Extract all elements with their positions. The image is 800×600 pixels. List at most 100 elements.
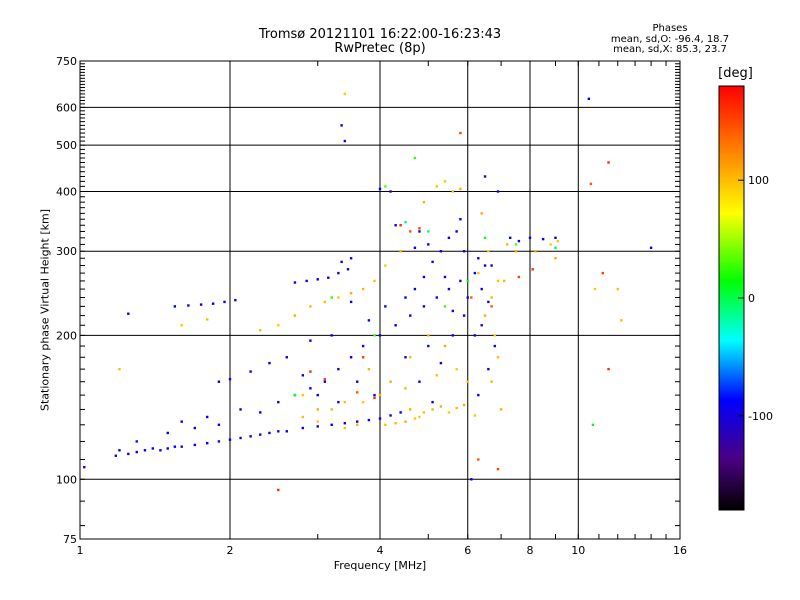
- x-axis-label: Frequency [MHz]: [333, 559, 427, 572]
- data-point: [228, 377, 232, 381]
- data-point: [455, 367, 458, 371]
- data-point: [127, 452, 130, 456]
- data-point: [462, 250, 466, 253]
- data-point: [378, 417, 382, 420]
- data-point: [459, 218, 462, 221]
- data-point: [490, 305, 493, 308]
- data-point: [316, 420, 319, 423]
- data-point: [451, 190, 455, 193]
- data-point: [435, 374, 438, 377]
- data-point: [389, 380, 392, 383]
- data-point: [451, 309, 455, 313]
- data-point: [316, 393, 319, 397]
- data-point: [431, 260, 434, 264]
- data-point: [199, 303, 203, 306]
- data-point: [496, 279, 500, 283]
- data-points: [83, 92, 653, 492]
- data-point: [451, 334, 455, 337]
- data-point: [249, 370, 252, 373]
- data-point: [205, 441, 209, 445]
- data-point: [355, 420, 359, 423]
- data-point: [316, 278, 319, 281]
- data-point: [384, 423, 387, 427]
- data-point: [620, 319, 623, 322]
- data-point: [343, 426, 347, 430]
- data-point: [384, 264, 387, 267]
- data-point: [114, 454, 118, 457]
- data-point: [466, 296, 469, 299]
- data-point: [343, 422, 347, 425]
- data-point: [443, 305, 447, 308]
- data-point: [323, 380, 327, 383]
- data-point: [418, 415, 421, 419]
- data-point: [180, 445, 183, 448]
- data-point: [173, 305, 177, 308]
- data-point: [607, 367, 610, 371]
- phase-legend-heading: Phases: [652, 23, 688, 34]
- data-point: [418, 380, 421, 383]
- data-point: [349, 292, 353, 295]
- data-point: [601, 271, 605, 275]
- data-point: [355, 380, 359, 383]
- data-point: [483, 236, 487, 240]
- colorbar-tick-label: 0: [748, 292, 755, 305]
- data-point: [499, 408, 503, 411]
- data-point: [173, 445, 177, 448]
- data-point: [259, 433, 262, 436]
- data-point: [490, 296, 493, 299]
- data-point: [554, 236, 557, 240]
- data-point: [455, 406, 458, 410]
- data-point: [649, 246, 653, 249]
- data-point: [301, 393, 305, 397]
- data-point: [217, 440, 221, 443]
- data-point: [205, 415, 209, 419]
- data-point: [330, 423, 333, 427]
- data-point: [404, 356, 407, 359]
- data-point: [228, 438, 232, 441]
- data-point: [413, 156, 417, 160]
- data-point: [394, 324, 397, 327]
- data-point: [473, 334, 477, 337]
- data-point: [508, 236, 512, 240]
- data-point: [316, 425, 319, 428]
- data-point: [477, 271, 480, 275]
- data-point: [490, 380, 493, 383]
- data-point: [259, 329, 262, 332]
- data-point: [556, 239, 560, 243]
- data-point: [384, 185, 387, 188]
- data-point: [517, 239, 521, 243]
- data-point: [399, 411, 402, 414]
- data-point: [373, 393, 376, 397]
- data-point: [205, 318, 209, 321]
- data-point: [355, 423, 359, 427]
- data-point: [447, 287, 451, 291]
- data-point: [389, 190, 392, 193]
- data-point: [483, 264, 487, 267]
- data-point: [234, 298, 237, 302]
- data-point: [330, 334, 333, 337]
- data-point: [217, 380, 221, 383]
- data-point: [514, 243, 518, 246]
- data-point: [340, 124, 343, 127]
- data-point: [493, 334, 497, 337]
- data-point: [443, 275, 447, 279]
- data-point: [268, 431, 271, 435]
- data-point: [591, 423, 595, 427]
- data-point: [435, 296, 438, 299]
- data-point: [277, 430, 280, 433]
- data-point: [293, 314, 297, 317]
- colorbar-tick-label: -100: [748, 410, 773, 423]
- data-point: [389, 414, 392, 417]
- data-point: [593, 287, 597, 291]
- data-point: [127, 312, 130, 315]
- colorbar-tick-label: 100: [748, 174, 769, 187]
- data-point: [418, 227, 421, 230]
- data-point: [427, 230, 430, 233]
- data-point: [409, 356, 412, 359]
- data-point: [404, 221, 407, 224]
- data-point: [439, 361, 443, 365]
- data-point: [459, 187, 462, 191]
- grid: [80, 61, 680, 539]
- chart-subtitle: RwPretec (8p): [334, 41, 426, 56]
- data-point: [159, 449, 162, 452]
